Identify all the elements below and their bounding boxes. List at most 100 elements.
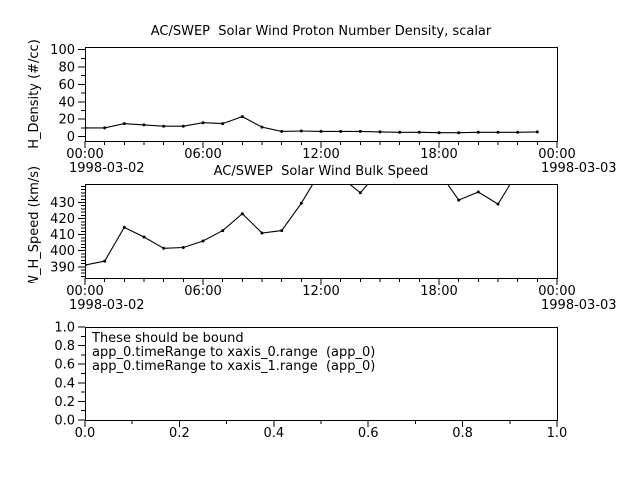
binding-annotation-line-1: These should be bound xyxy=(91,331,244,346)
x-tick-label: 12:00 xyxy=(302,147,339,162)
data-point xyxy=(162,246,166,250)
data-line xyxy=(85,116,538,134)
data-point xyxy=(476,190,480,194)
y-tick-label: 430 xyxy=(50,196,75,211)
data-point xyxy=(358,129,362,133)
binding-annotation-line-2: app_0.timeRange to xaxis_0.range (app_0) xyxy=(92,345,375,360)
data-point xyxy=(299,129,303,133)
density-y-axis-label: H_Density (#/cc) xyxy=(27,39,42,149)
plot-frame xyxy=(85,47,558,142)
x-tick-date: 1998-03-02 xyxy=(69,161,145,176)
data-point xyxy=(280,229,284,233)
data-point xyxy=(358,191,362,195)
x-tick-label: 00:00 xyxy=(66,147,103,162)
x-tick-label: 06:00 xyxy=(184,284,221,299)
data-point xyxy=(221,229,225,233)
data-point xyxy=(457,198,461,202)
data-point xyxy=(122,225,126,229)
density-plot-title: AC/SWEP Solar Wind Proton Number Density… xyxy=(151,24,492,39)
data-point xyxy=(378,130,382,134)
data-point xyxy=(438,170,441,173)
y-axis[interactable]: 0 20 40 60 80 100 xyxy=(50,43,85,145)
data-point xyxy=(103,126,107,130)
x-tick-label: 1.0 xyxy=(547,426,568,441)
data-point xyxy=(398,130,402,134)
x-tick-label: 0.4 xyxy=(263,426,284,441)
data-point xyxy=(476,130,480,134)
y-tick-label: 0.6 xyxy=(54,358,75,373)
data-point xyxy=(181,246,185,249)
data-point xyxy=(85,126,87,130)
data-point xyxy=(299,201,303,205)
x-tick-label: 18:00 xyxy=(420,284,457,299)
y-tick-label: 420 xyxy=(50,212,75,227)
plot-frame xyxy=(85,184,558,279)
binding-annotation-line-3: app_0.timeRange to xaxis_1.range (app_0) xyxy=(92,359,375,374)
x-tick-label: 06:00 xyxy=(184,147,221,162)
data-point xyxy=(240,115,244,119)
speed-y-axis-label: SW_H_Speed (km/s) xyxy=(27,166,42,296)
x-tick-label: 0.0 xyxy=(75,426,96,441)
speed-plot-title: AC/SWEP Solar Wind Bulk Speed xyxy=(214,164,429,179)
data-point xyxy=(122,122,126,126)
data-point xyxy=(280,129,284,133)
data-point xyxy=(260,231,264,235)
data-point xyxy=(142,123,146,127)
data-point xyxy=(201,121,205,125)
x-tick-label: 0.6 xyxy=(358,426,379,441)
x-tick-label: 0.2 xyxy=(169,426,190,441)
y-tick-label: 0.2 xyxy=(54,395,75,410)
binding-annotation[interactable]: These should be bound app_0.timeRange to… xyxy=(91,331,375,374)
data-point xyxy=(417,130,421,134)
data-series xyxy=(85,167,539,267)
y-tick-label: 100 xyxy=(50,43,75,58)
x-tick-label: 0.8 xyxy=(452,426,473,441)
data-point xyxy=(516,170,519,173)
bound-test-plot-area[interactable]: 0.0 0.2 0.4 0.6 0.8 1.0 0.0 0.2 0.4 0.6 0.8 1.0 xyxy=(54,321,567,442)
x-tick-date: 1998-03-02 xyxy=(69,298,145,313)
y-tick-label: 0.4 xyxy=(54,376,75,391)
y-tick-label: 0.0 xyxy=(54,414,75,429)
data-point xyxy=(260,125,264,129)
y-tick-label: 40 xyxy=(58,95,75,110)
y-tick-label: 1.0 xyxy=(54,321,75,336)
y-tick-label: 400 xyxy=(50,244,75,259)
y-tick-label: 0.8 xyxy=(54,339,75,354)
x-tick-label: 00:00 xyxy=(66,284,103,299)
data-point xyxy=(85,263,87,267)
data-point xyxy=(103,259,107,263)
data-point xyxy=(339,129,343,133)
y-axis[interactable]: 0.0 0.2 0.4 0.6 0.8 1.0 xyxy=(54,321,85,429)
x-tick-label: 18:00 xyxy=(420,147,457,162)
data-point xyxy=(437,131,441,135)
data-point xyxy=(240,212,244,216)
data-point xyxy=(221,122,225,126)
data-point xyxy=(516,130,520,134)
y-tick-label: 0 xyxy=(67,130,75,145)
y-tick-label: 60 xyxy=(58,78,75,93)
data-point xyxy=(536,167,539,170)
data-point xyxy=(142,235,146,239)
data-point xyxy=(201,239,205,243)
x-tick-label: 12:00 xyxy=(302,284,339,299)
data-line xyxy=(85,184,511,266)
data-point xyxy=(319,129,323,133)
y-tick-label: 410 xyxy=(50,228,75,243)
y-tick-label: 80 xyxy=(58,61,75,76)
x-tick-date: 1998-03-03 xyxy=(541,298,617,313)
x-tick-label: 00:00 xyxy=(538,147,575,162)
x-tick-date: 1998-03-03 xyxy=(541,161,617,176)
y-tick-label: 20 xyxy=(58,113,75,128)
data-point xyxy=(535,130,539,134)
data-point xyxy=(162,124,166,128)
x-axis[interactable]: 0.0 0.2 0.4 0.6 0.8 1.0 xyxy=(75,420,568,441)
data-point xyxy=(181,124,185,128)
data-series xyxy=(85,115,539,135)
